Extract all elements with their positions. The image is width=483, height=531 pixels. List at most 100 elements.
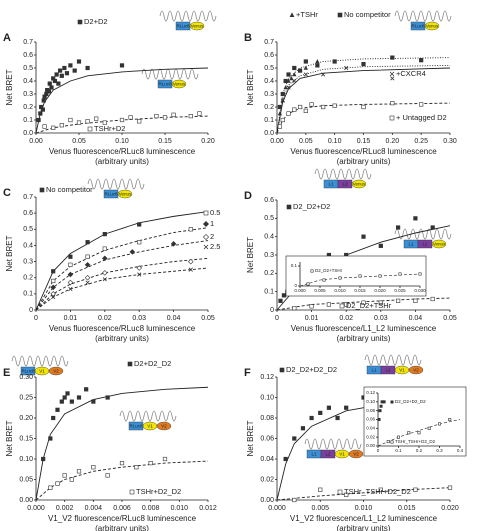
data-point bbox=[286, 78, 291, 83]
data-point bbox=[134, 465, 139, 470]
data-point bbox=[332, 103, 337, 108]
construct-icon: RLuc8 Venus bbox=[141, 68, 199, 89]
tag-label: Venus bbox=[191, 23, 204, 28]
legend-marker bbox=[39, 187, 45, 193]
data-point bbox=[292, 107, 297, 112]
x-tick-label: 0.005 bbox=[314, 288, 326, 293]
data-point bbox=[344, 65, 349, 71]
legend-marker bbox=[202, 220, 210, 228]
tag bbox=[408, 365, 424, 375]
x-tick-label: 0 bbox=[275, 315, 279, 322]
x-tick-label: 0.030 bbox=[414, 288, 426, 293]
data-point bbox=[326, 302, 332, 307]
data-point bbox=[85, 119, 90, 124]
fit-curve bbox=[35, 240, 209, 311]
data-point bbox=[41, 98, 46, 103]
data-point bbox=[188, 114, 193, 119]
data-point bbox=[188, 227, 193, 232]
y-tick-label: 0.3 bbox=[264, 91, 274, 98]
legend-label: D2_D2+TSHr bbox=[315, 268, 343, 273]
tag-label: RLuc8 bbox=[104, 191, 118, 196]
receptor-outline bbox=[119, 410, 177, 422]
legend-label: + Untagged D2 bbox=[396, 113, 447, 122]
data-point bbox=[315, 63, 320, 68]
x-tick-label: 0.006 bbox=[113, 505, 131, 512]
tag bbox=[189, 21, 205, 31]
data-point bbox=[54, 72, 59, 77]
construct-icon: RLuc8 Venus bbox=[87, 178, 145, 199]
legend-marker bbox=[390, 400, 394, 404]
legend-label: D2_D2+D2_D2 bbox=[395, 399, 426, 404]
data-point bbox=[361, 234, 366, 239]
legend-label: D2_D2+D2 bbox=[293, 202, 330, 211]
y-tick-label: 0.7 bbox=[23, 194, 33, 201]
data-point bbox=[379, 404, 383, 408]
data-point bbox=[62, 395, 67, 400]
data-point bbox=[47, 81, 52, 86]
data-point bbox=[67, 279, 74, 286]
data-point bbox=[102, 255, 108, 262]
data-point bbox=[102, 270, 108, 276]
data-point bbox=[309, 415, 314, 421]
legend-marker bbox=[389, 115, 395, 121]
panel-label: E bbox=[3, 367, 10, 379]
data-point bbox=[283, 85, 288, 90]
legend-label: +TSHr bbox=[296, 10, 318, 19]
construct-icon: RLuc8 Venus bbox=[394, 10, 452, 31]
data-point bbox=[59, 399, 64, 404]
panel: 0.000 0.002 0.004 0.006 0.008 0.010 0.012 0.00 0… bbox=[19, 359, 216, 512]
y-tick-label: 0.1 bbox=[23, 291, 33, 298]
data-point bbox=[390, 76, 395, 81]
x-axis-label: Venus fluorescence/L1_L2 luminescence bbox=[291, 324, 437, 333]
data-point bbox=[48, 436, 53, 441]
tag bbox=[48, 366, 64, 376]
panel-label: B bbox=[244, 32, 252, 44]
panel-label: F bbox=[244, 367, 251, 379]
legend-marker bbox=[339, 303, 345, 309]
data-point bbox=[303, 59, 308, 64]
y-tick-label: 0.06 bbox=[260, 435, 274, 442]
x-axis-label: (arbitrary units) bbox=[95, 157, 149, 166]
data-point bbox=[68, 286, 73, 292]
data-point bbox=[386, 440, 390, 444]
data-point bbox=[52, 78, 58, 84]
data-point bbox=[36, 117, 41, 123]
x-tick-label: 0.04 bbox=[167, 315, 181, 322]
x-tick-label: 0.025 bbox=[394, 288, 406, 293]
x-tick-label: 0.10 bbox=[115, 138, 129, 145]
x-tick-label: 0.05 bbox=[201, 315, 215, 322]
x-tick-label: 0.01 bbox=[305, 315, 319, 322]
x-axis-label: (arbitrary units) bbox=[337, 157, 391, 166]
y-tick-label: 0.3 bbox=[23, 258, 33, 265]
x-tick-label: 0.015 bbox=[354, 288, 366, 293]
x-tick-label: 0.005 bbox=[311, 505, 329, 512]
y-tick-label: 0.5 bbox=[264, 215, 274, 222]
receptor-outline bbox=[314, 168, 372, 180]
data-point bbox=[277, 104, 282, 110]
data-point bbox=[85, 254, 90, 259]
x-tick-label: 0.15 bbox=[357, 138, 371, 145]
x-tick-label: 0.002 bbox=[56, 505, 74, 512]
data-point bbox=[358, 274, 362, 278]
y-tick-label: 0.1 bbox=[291, 263, 298, 268]
x-axis-label: V1_V2 fluorescence/L1_L2 luminescence bbox=[290, 514, 438, 523]
legend-marker bbox=[203, 210, 209, 216]
data-point bbox=[72, 68, 77, 73]
y-tick-label: 0.04 bbox=[366, 426, 375, 431]
data-point bbox=[303, 65, 308, 70]
y-tick-label: 0.4 bbox=[23, 78, 33, 85]
data-point bbox=[55, 481, 60, 486]
panel: 0.00 0.05 0.10 0.15 0.20 0.0 0.1 0.2 0.3 0.4 0.5 0.… bbox=[23, 17, 215, 145]
data-point bbox=[56, 81, 61, 86]
y-tick-label: 0.08 bbox=[260, 415, 274, 422]
data-point bbox=[390, 55, 395, 60]
data-point bbox=[57, 68, 63, 73]
panel: 0 0.01 0.02 0.03 0.04 0.05 0 0.1 0.2 0.3 0.4 0.5 0.6… bbox=[264, 197, 457, 322]
legend-label: TSHr+D2 bbox=[94, 124, 125, 133]
legend-marker bbox=[337, 489, 343, 495]
data-point bbox=[286, 72, 291, 77]
data-point bbox=[413, 298, 418, 303]
y-tick-label: 0.10 bbox=[366, 399, 375, 404]
data-point bbox=[326, 405, 332, 410]
x-axis-label: V1_V2 fluorescence/RLuc8 luminescence bbox=[48, 514, 197, 523]
